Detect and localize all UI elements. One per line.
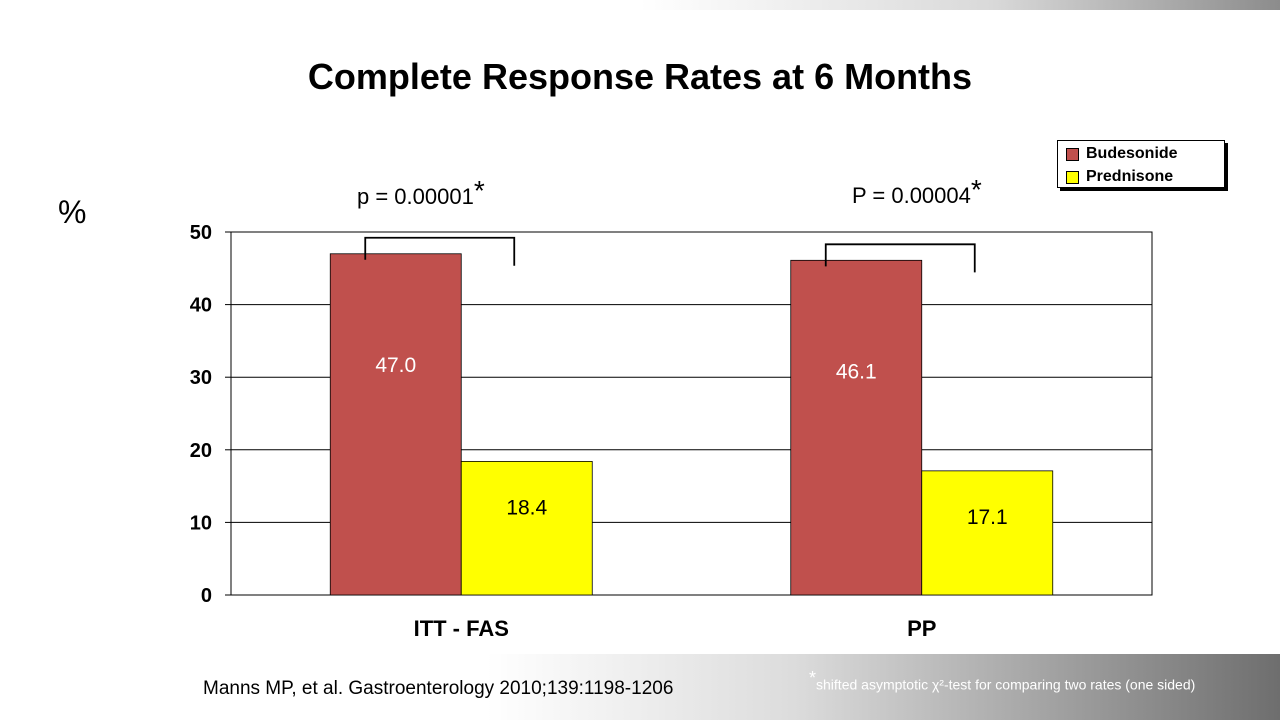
legend-label: Prednisone [1086, 168, 1174, 185]
p-value-annotation-pp: P = 0.00004* [852, 173, 982, 208]
legend-swatch-budesonide [1066, 147, 1079, 161]
y-tick-label: 10 [190, 512, 212, 534]
footnote: *shifted asymptotic χ²-test for comparin… [809, 668, 1195, 693]
y-axis-label: % [58, 194, 87, 230]
p-value-asterisk: * [473, 174, 485, 206]
p-value-annotation-itt: p = 0.00001* [357, 174, 485, 209]
y-tick-label: 0 [201, 585, 212, 607]
data-label: 18.4 [506, 496, 547, 519]
bar-prednisone [921, 470, 1054, 596]
y-tick-label: 20 [190, 440, 212, 462]
significance-bracket [364, 236, 516, 266]
top-gradient-band [640, 0, 1280, 10]
x-category-label: PP [907, 616, 936, 641]
bar-budesonide [329, 253, 462, 596]
footnote-asterisk: * [809, 668, 817, 688]
bar-prednisone [460, 461, 593, 596]
chart-legend: Budesonide Prednisone [1057, 140, 1225, 188]
data-label: 17.1 [967, 506, 1008, 529]
y-tick-label: 50 [190, 222, 212, 244]
legend-label: Budesonide [1086, 145, 1178, 162]
data-label: 47.0 [375, 354, 416, 377]
plot-area-frame [230, 231, 1153, 596]
legend-swatch-prednisone [1066, 170, 1079, 184]
citation: Manns MP, et al. Gastroenterology 2010;1… [203, 678, 674, 699]
legend-item-prednisone: Prednisone [1066, 167, 1173, 187]
footnote-text: shifted asymptotic χ²-test for comparing… [816, 676, 1196, 693]
significance-bracket [824, 243, 976, 273]
bar-budesonide [790, 259, 923, 596]
y-tick-label: 40 [190, 295, 212, 317]
chart-title: Complete Response Rates at 6 Months [307, 56, 973, 97]
bottom-gradient-band [0, 654, 1280, 720]
y-tick-label: 30 [190, 367, 212, 389]
p-value-asterisk: * [970, 173, 982, 205]
legend-item-budesonide: Budesonide [1066, 144, 1178, 164]
data-label: 46.1 [836, 360, 877, 383]
x-category-label: ITT - FAS [414, 616, 509, 641]
